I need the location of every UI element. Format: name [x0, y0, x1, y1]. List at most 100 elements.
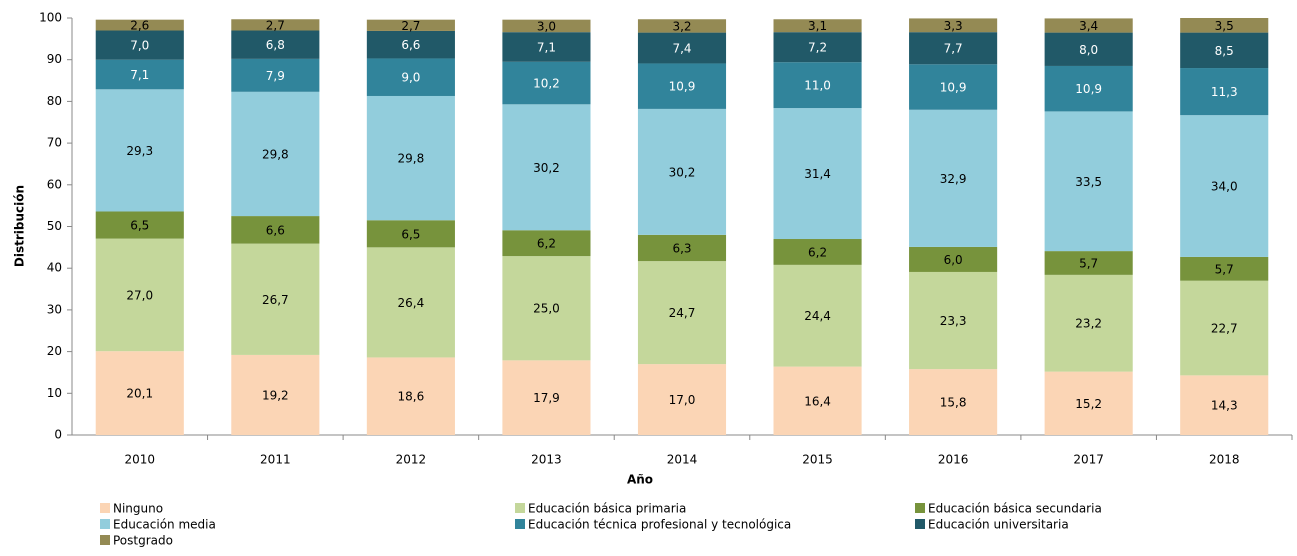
- bar-segment: [909, 246, 998, 272]
- bar-segment: [637, 234, 727, 262]
- bar-segment: [1180, 280, 1269, 376]
- data-label: 2,6: [130, 19, 149, 33]
- data-label: 24,4: [804, 309, 831, 323]
- bar-segment: [366, 95, 455, 221]
- legend-label: Educación media: [113, 518, 216, 532]
- legend-swatch: [100, 535, 110, 545]
- data-label: 9,0: [401, 71, 420, 85]
- bar-segment: [502, 32, 591, 62]
- legend-swatch: [100, 503, 110, 513]
- bar-segment: [366, 30, 455, 59]
- bar-segment: [502, 19, 591, 33]
- bar-segment: [773, 264, 862, 367]
- bar-segment: [637, 108, 727, 235]
- data-label: 23,2: [1075, 317, 1102, 331]
- data-label: 15,8: [940, 396, 967, 410]
- legend-label: Postgrado: [113, 534, 173, 548]
- y-tick-label: 90: [47, 52, 62, 66]
- bar-segment: [231, 216, 320, 244]
- data-label: 11,0: [804, 79, 831, 93]
- legend-label: Educación básica primaria: [528, 502, 686, 516]
- bar-segment: [1044, 111, 1133, 252]
- x-tick-label: 2010: [125, 453, 156, 467]
- x-tick-label: 2012: [396, 453, 427, 467]
- bar-segment: [1044, 32, 1133, 66]
- bar-segment: [909, 109, 998, 247]
- data-label: 3,3: [944, 19, 963, 33]
- bar-segment: [1180, 18, 1269, 33]
- data-label: 25,0: [533, 302, 560, 316]
- x-tick-label: 2016: [938, 453, 969, 467]
- bar-segment: [502, 360, 591, 435]
- bar-segment: [95, 89, 184, 212]
- y-tick-label: 60: [47, 177, 62, 191]
- legend-label: Educación básica secundaria: [928, 502, 1102, 516]
- x-axis-title: Año: [627, 473, 653, 487]
- bar-segment: [637, 261, 727, 365]
- x-tick-label: 2015: [802, 453, 833, 467]
- data-label: 23,3: [940, 314, 967, 328]
- data-label: 26,7: [262, 293, 289, 307]
- data-label: 7,1: [130, 68, 149, 82]
- x-tick-label: 2011: [260, 453, 291, 467]
- bar-segment: [773, 239, 862, 265]
- data-label: 10,9: [940, 81, 967, 95]
- data-label: 3,0: [537, 19, 556, 33]
- bar-segment: [909, 369, 998, 435]
- bar-segment: [231, 30, 320, 59]
- bar-segment: [366, 19, 455, 31]
- data-label: 29,8: [398, 152, 425, 166]
- data-label: 17,9: [533, 391, 560, 405]
- data-label: 6,3: [672, 241, 691, 255]
- x-tick-label: 2013: [531, 453, 562, 467]
- data-label: 6,6: [401, 38, 420, 52]
- bar-segment: [95, 59, 184, 90]
- bar-segment: [502, 61, 591, 105]
- bar-segment: [773, 62, 862, 109]
- x-tick-label: 2014: [667, 453, 698, 467]
- legend-label: Educación universitaria: [928, 518, 1069, 532]
- bar-segment: [637, 32, 727, 64]
- data-label: 27,0: [126, 288, 153, 302]
- y-tick-label: 0: [54, 428, 62, 442]
- data-label: 22,7: [1211, 322, 1238, 336]
- bar-segment: [773, 108, 862, 240]
- data-label: 31,4: [804, 167, 831, 181]
- bar-segment: [773, 32, 862, 63]
- data-label: 7,1: [537, 40, 556, 54]
- data-label: 6,5: [401, 227, 420, 241]
- data-label: 6,0: [944, 253, 963, 267]
- data-label: 19,2: [262, 388, 289, 402]
- bar-segment: [637, 364, 727, 435]
- bar-segment: [1180, 375, 1269, 435]
- data-label: 6,5: [130, 219, 149, 233]
- data-label: 3,5: [1215, 19, 1234, 33]
- data-label: 2,7: [266, 18, 285, 32]
- legend-label: Ninguno: [113, 502, 163, 516]
- data-label: 7,4: [672, 42, 691, 56]
- data-label: 34,0: [1211, 180, 1238, 194]
- data-label: 6,2: [537, 237, 556, 251]
- data-label: 30,2: [533, 161, 560, 175]
- bar-segment: [773, 366, 862, 435]
- bar-segment: [1180, 256, 1269, 281]
- bar-segment: [95, 211, 184, 239]
- bar-segment: [909, 18, 998, 33]
- legend-swatch: [515, 519, 525, 529]
- data-label: 6,2: [808, 245, 827, 259]
- y-tick-label: 100: [39, 11, 62, 25]
- data-label: 3,2: [672, 19, 691, 33]
- data-label: 29,8: [262, 147, 289, 161]
- y-tick-label: 20: [47, 344, 62, 358]
- legend-swatch: [100, 519, 110, 529]
- data-label: 29,3: [126, 144, 153, 158]
- data-label: 30,2: [669, 165, 696, 179]
- data-label: 32,9: [940, 172, 967, 186]
- bar-segment: [1044, 65, 1133, 112]
- y-tick-label: 40: [47, 261, 62, 275]
- data-label: 10,9: [669, 80, 696, 94]
- data-label: 10,9: [1075, 82, 1102, 96]
- bar-segment: [637, 19, 727, 33]
- bar-segment: [231, 58, 320, 92]
- data-label: 33,5: [1075, 175, 1102, 189]
